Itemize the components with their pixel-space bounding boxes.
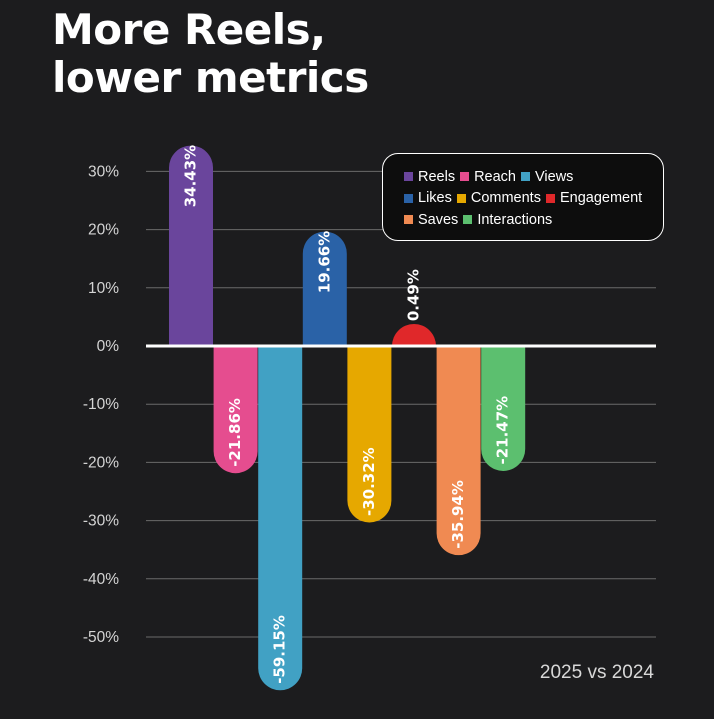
y-tick-label: 10% bbox=[88, 280, 119, 297]
bar-reach bbox=[213, 346, 258, 474]
bar-saves bbox=[436, 346, 481, 556]
y-tick-label: -20% bbox=[83, 454, 119, 471]
bar-comments bbox=[347, 346, 392, 523]
y-tick-label: 0% bbox=[97, 338, 120, 355]
bars bbox=[169, 145, 526, 691]
legend-item-interactions: Interactions bbox=[463, 212, 552, 228]
legend-label-saves: Saves bbox=[418, 211, 459, 228]
legend-item-saves: Saves bbox=[404, 212, 458, 228]
legend-label-interactions: Interactions bbox=[477, 211, 553, 228]
bar-label-engagement: 0.49% bbox=[405, 269, 423, 321]
bar-label-reels: 34.43% bbox=[182, 145, 200, 207]
legend-label-engagement: Engagement bbox=[559, 190, 643, 207]
bar-engagement bbox=[392, 324, 436, 346]
legend-item-reach: Reach bbox=[460, 169, 516, 185]
bar-label-saves: -35.94% bbox=[449, 480, 467, 549]
legend-label-comments: Comments bbox=[470, 190, 541, 207]
y-axis-tick-labels: 30% 20% 10% 0% -10% -20% -30% -40% -50% bbox=[83, 163, 119, 646]
bar-value-labels: 34.43% -21.86% -59.15% 19.66% -30.32% 0.49% -3… bbox=[182, 145, 512, 684]
legend-label-reach: Reach bbox=[474, 168, 516, 185]
chart-subtitle: 2025 vs 2024 bbox=[539, 662, 654, 683]
legend-row-2: Likes Comments Engagement bbox=[404, 188, 663, 210]
bar-label-likes: 19.66% bbox=[315, 231, 333, 293]
chart-title-line-1: More Reels, bbox=[52, 5, 326, 54]
y-tick-label: -40% bbox=[83, 571, 119, 588]
legend-swatch-engagement bbox=[545, 193, 555, 203]
legend-label-reels: Reels bbox=[418, 168, 456, 185]
y-tick-label: -10% bbox=[83, 396, 119, 413]
legend-item-reels: Reels bbox=[404, 169, 455, 185]
legend-item-likes: Likes bbox=[404, 190, 452, 206]
bar-likes bbox=[302, 231, 347, 346]
legend-swatch-views bbox=[521, 172, 530, 182]
legend-item-views: Views bbox=[521, 169, 573, 185]
bar-interactions bbox=[481, 346, 526, 471]
y-tick-label: 30% bbox=[88, 163, 119, 180]
legend-swatch-reach bbox=[460, 172, 470, 182]
legend-swatch-reels bbox=[404, 172, 413, 182]
legend-swatch-likes bbox=[404, 193, 413, 203]
legend-row-1: Reels Reach Views bbox=[404, 166, 663, 188]
legend-item-comments: Comments bbox=[456, 190, 541, 207]
bar-label-reach: -21.86% bbox=[226, 398, 244, 467]
legend-label-views: Views bbox=[535, 168, 574, 185]
legend-swatch-comments bbox=[456, 193, 466, 203]
legend-row-3: Saves Interactions bbox=[404, 209, 663, 231]
chart-legend: Reels Reach Views Likes Comments Engagem… bbox=[382, 153, 664, 241]
chart-title-line-2: lower metrics bbox=[52, 53, 369, 102]
bar-label-interactions: -21.47% bbox=[494, 396, 512, 465]
legend-label-likes: Likes bbox=[418, 190, 452, 207]
legend-swatch-interactions bbox=[463, 215, 473, 225]
legend-item-engagement: Engagement bbox=[545, 190, 643, 207]
bar-views bbox=[258, 346, 303, 691]
y-tick-label: -30% bbox=[83, 513, 119, 530]
y-tick-label: -50% bbox=[83, 629, 119, 646]
chart-title: More Reels, lower metrics bbox=[52, 6, 369, 102]
y-tick-label: 20% bbox=[88, 222, 119, 239]
bar-reels bbox=[169, 145, 213, 346]
legend-swatch-saves bbox=[404, 215, 413, 225]
bar-label-views: -59.15% bbox=[271, 615, 289, 684]
bar-label-comments: -30.32% bbox=[360, 447, 378, 516]
